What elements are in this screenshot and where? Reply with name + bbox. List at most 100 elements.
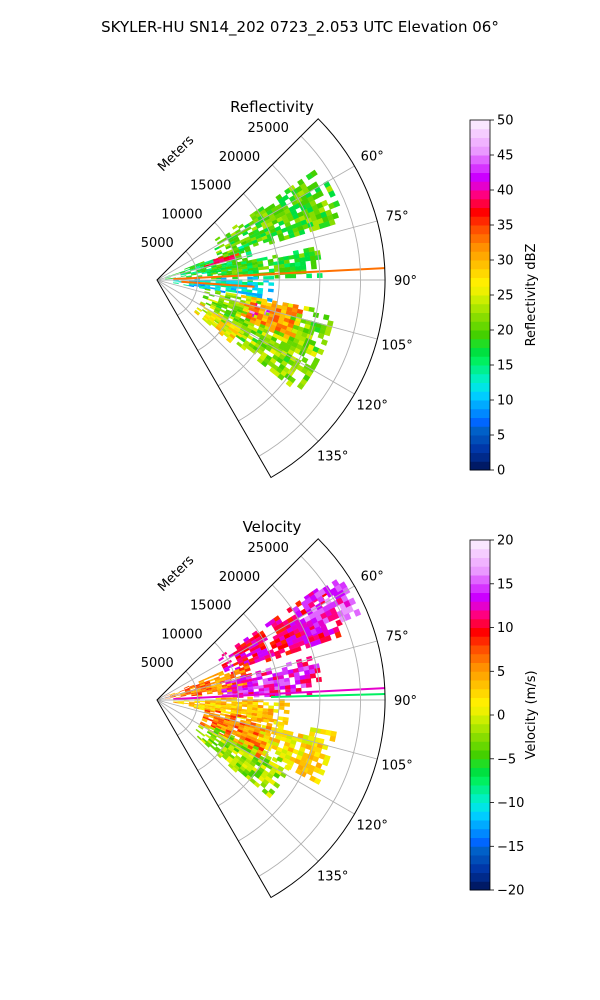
- colorbar-segment: [470, 225, 490, 235]
- colorbar-tick-label: −15: [497, 840, 524, 855]
- figure-title: SKYLER-HU SN14_202 0723_2.053 UTC Elevat…: [101, 18, 499, 37]
- colorbar-tick-label: 15: [497, 577, 514, 592]
- colorbar-segment: [470, 820, 490, 830]
- sector-outline: [156, 118, 386, 479]
- colorbar-segment: [470, 181, 490, 191]
- colorbar-segment: [470, 295, 490, 305]
- azimuth-tick-label: 135°: [317, 450, 348, 465]
- colorbar-segment: [470, 592, 490, 602]
- colorbar-segment: [470, 645, 490, 655]
- colorbar-segment: [470, 863, 490, 873]
- azimuth-tick-label: 75°: [386, 630, 409, 645]
- colorbar-segment: [470, 216, 490, 226]
- azimuth-tick-label: 105°: [381, 338, 412, 353]
- colorbar-tick-label: 5: [497, 429, 505, 444]
- velocity-grid: [156, 538, 386, 899]
- sector-outline: [156, 538, 386, 899]
- colorbar-tick-label: 25: [497, 289, 514, 304]
- velocity-range-label: Meters: [155, 553, 197, 595]
- colorbar-segment: [470, 881, 490, 891]
- velocity-panel: Velocity 5000 10000 15000 20000 25000 60° 75° 9…: [141, 518, 539, 899]
- colorbar-tick-label: 0: [497, 709, 505, 724]
- colorbar-segment: [470, 426, 490, 436]
- colorbar-segment: [470, 583, 490, 593]
- azimuth-spoke: [156, 165, 355, 281]
- colorbar-segment: [470, 828, 490, 838]
- colorbar-segment: [470, 137, 490, 147]
- azimuth-spoke: [156, 699, 378, 760]
- colorbar-segment: [470, 688, 490, 698]
- colorbar-segment: [470, 400, 490, 410]
- range-ring: [217, 193, 280, 387]
- azimuth-spoke: [156, 279, 355, 395]
- range-tick-label: 15000: [190, 599, 231, 614]
- colorbar-segment: [470, 338, 490, 348]
- colorbar-tick-label: 40: [497, 184, 514, 199]
- azimuth-spoke: [156, 699, 355, 815]
- colorbar-segment: [470, 785, 490, 795]
- range-ring: [197, 222, 239, 351]
- range-tick-label: 5000: [141, 236, 174, 251]
- colorbar-tick-label: 30: [497, 254, 514, 269]
- azimuth-spoke: [156, 220, 378, 281]
- colorbar-tick-label: 35: [497, 219, 514, 234]
- colorbar-segment: [470, 627, 490, 637]
- reflectivity-range-label: Meters: [155, 133, 197, 175]
- colorbar-segment: [470, 190, 490, 200]
- colorbar-segment: [470, 750, 490, 760]
- reflectivity-title: Reflectivity: [230, 98, 314, 116]
- colorbar-segment: [470, 286, 490, 296]
- colorbar-segment: [470, 610, 490, 620]
- colorbar-segment: [470, 811, 490, 821]
- colorbar-segment: [470, 198, 490, 208]
- colorbar-segment: [470, 566, 490, 576]
- colorbar-segment: [470, 846, 490, 856]
- region-far-north-edge: [292, 579, 362, 638]
- colorbar-segment: [470, 741, 490, 751]
- range-ring: [258, 555, 361, 877]
- colorbar-segment: [470, 548, 490, 558]
- colorbar-segment: [470, 391, 490, 401]
- azimuth-tick-label: 105°: [381, 758, 412, 773]
- radial-spike: [181, 280, 255, 288]
- azimuth-spoke: [156, 585, 355, 701]
- reflectivity-grid: [156, 118, 386, 479]
- range-tick-label: 20000: [219, 570, 260, 585]
- range-tick-label: 5000: [141, 656, 174, 671]
- range-ring: [177, 670, 199, 736]
- colorbar-segment: [470, 697, 490, 707]
- colorbar-segment: [470, 461, 490, 471]
- colorbar-segment: [470, 373, 490, 383]
- reflectivity-data-layer: [164, 169, 385, 390]
- range-ring: [217, 613, 280, 807]
- colorbar-segment: [470, 312, 490, 322]
- reflectivity-panel: Reflectivity 5000 10000 15000 20000 25000 60°…: [141, 98, 539, 479]
- azimuth-tick-label: 120°: [357, 398, 388, 413]
- colorbar-tick-label: 15: [497, 359, 514, 374]
- colorbar-segment: [470, 671, 490, 681]
- colorbar-segment: [470, 321, 490, 331]
- colorbar-segment: [470, 855, 490, 865]
- azimuth-tick-label: 75°: [386, 210, 409, 225]
- colorbar-tick-label: −20: [497, 884, 524, 899]
- colorbar-segment: [470, 260, 490, 270]
- colorbar-segment: [470, 146, 490, 156]
- colorbar-tick-label: 20: [497, 534, 514, 549]
- colorbar-segment: [470, 382, 490, 392]
- colorbar-segment: [470, 723, 490, 733]
- region-east-band: [219, 655, 322, 698]
- colorbar-tick-label: 10: [497, 621, 514, 636]
- azimuth-tick-label: 120°: [357, 818, 388, 833]
- azimuth-spoke: [156, 699, 319, 862]
- colorbar-segment: [470, 540, 490, 550]
- region-south-west: [195, 724, 291, 799]
- colorbar-segment: [470, 653, 490, 663]
- colorbar-tick-label: 45: [497, 149, 514, 164]
- colorbar-segment: [470, 618, 490, 628]
- colorbar-segment: [470, 172, 490, 182]
- colorbar-tick-label: −5: [497, 752, 516, 767]
- colorbar-segment: [470, 365, 490, 375]
- colorbar-segment: [470, 303, 490, 313]
- colorbar-segment: [470, 802, 490, 812]
- colorbar-label: Velocity (m/s): [524, 670, 539, 759]
